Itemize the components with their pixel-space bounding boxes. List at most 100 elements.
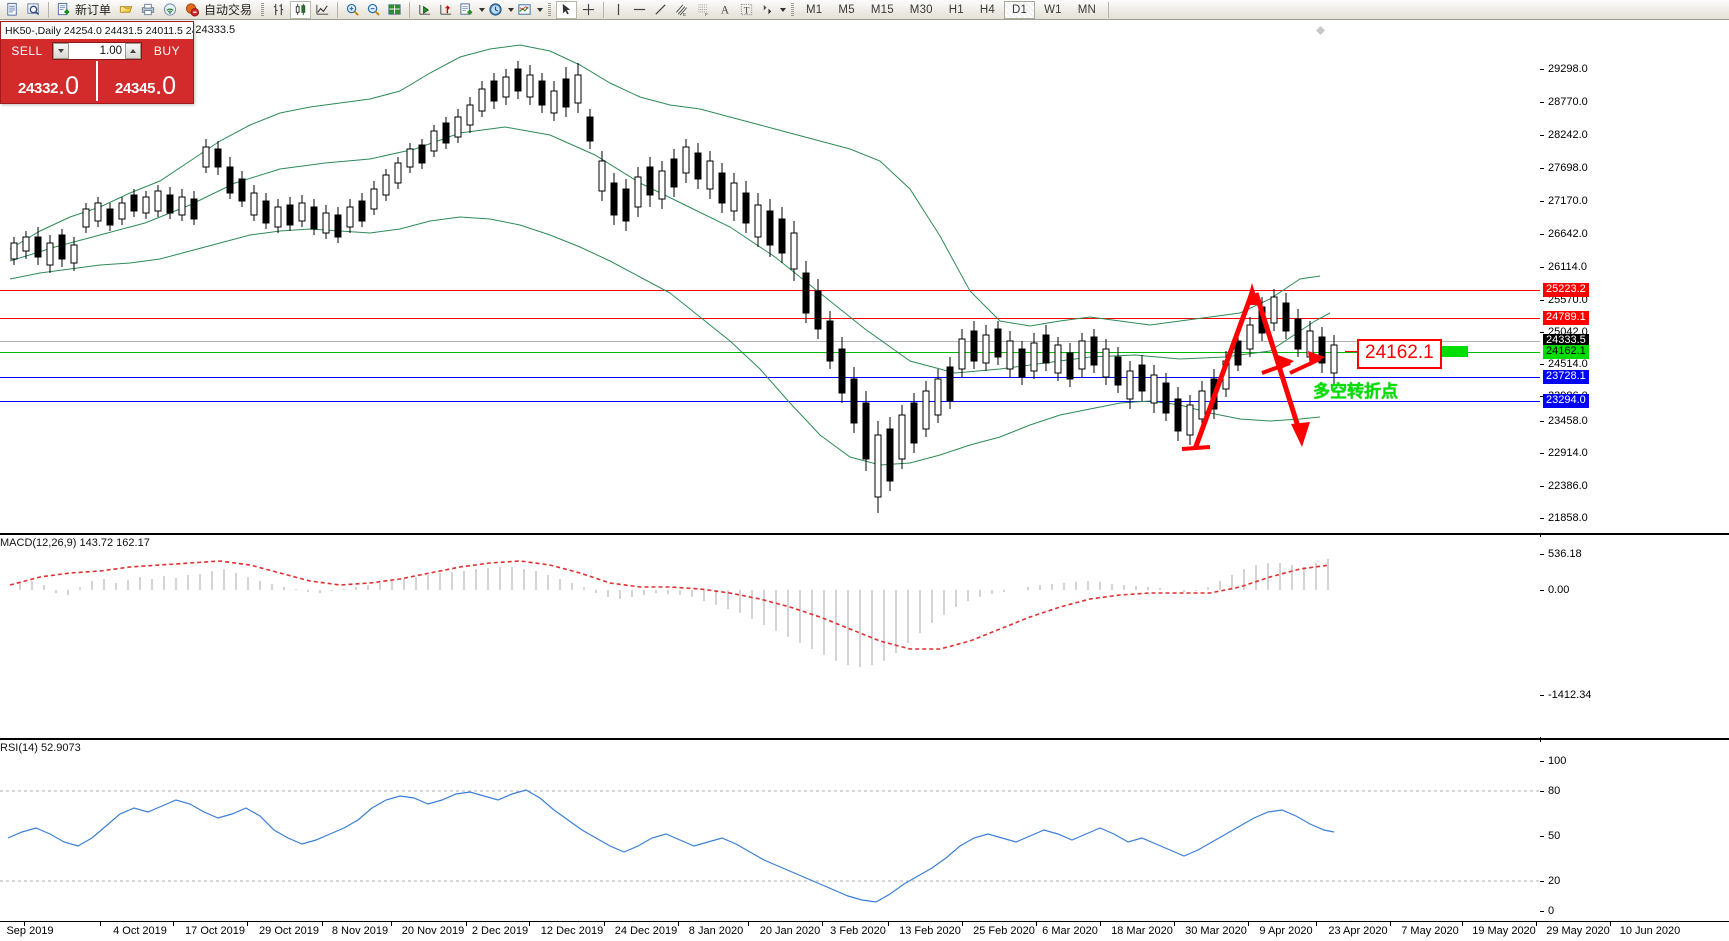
text-object-icon[interactable]: T — [737, 1, 756, 19]
periods-clock-icon[interactable] — [486, 1, 505, 19]
play-chart-icon[interactable] — [415, 1, 434, 19]
price-label-support-23294[interactable]: 23294.0 — [1543, 394, 1589, 408]
toolbar-grip[interactable] — [259, 2, 265, 18]
templates-dropdown-caret[interactable] — [537, 7, 544, 12]
support-line-23728[interactable] — [0, 377, 1540, 378]
trendline-icon[interactable] — [651, 1, 670, 19]
support-line-24162[interactable] — [0, 352, 1540, 353]
price-label-support-23728[interactable]: 23728.1 — [1543, 370, 1589, 384]
expert-advisor-icon[interactable] — [182, 1, 202, 19]
timeframe-mn[interactable]: MN — [1077, 3, 1097, 16]
chart-canvas[interactable]: HK50-,Daily 24254.0 24431.5 24011.5 2433… — [0, 21, 1729, 941]
timeframe-h1[interactable]: H1 — [948, 3, 964, 16]
rsi-tick-80: 80 — [1548, 785, 1561, 797]
date-label-13: 25 Feb 2020 — [973, 925, 1035, 937]
text-label-icon[interactable]: A — [716, 1, 735, 19]
zoom-out-icon[interactable] — [364, 1, 383, 19]
toolbar-divider — [48, 1, 49, 18]
date-label-15: 18 Mar 2020 — [1111, 925, 1173, 937]
timeframe-m15[interactable]: M15 — [870, 3, 894, 16]
timeframe-h4[interactable]: H4 — [979, 3, 995, 16]
shapes-dropdown-caret[interactable] — [780, 7, 787, 12]
date-axis[interactable]: Sep 2019 4 Oct 2019 17 Oct 2019 29 Oct 2… — [0, 921, 1729, 941]
buy-price[interactable]: 24345.0 — [98, 61, 193, 101]
order-panel-controls: SELL 1.00 BUY — [1, 39, 193, 61]
periods-dropdown-caret[interactable] — [508, 7, 515, 12]
cursor-icon[interactable] — [556, 0, 578, 19]
templates-icon[interactable] — [515, 1, 534, 19]
date-label-5: 20 Nov 2019 — [401, 925, 465, 937]
toolbar-grip-2[interactable] — [546, 2, 552, 18]
shapes-icon[interactable] — [758, 1, 777, 19]
price-tick-28770: 28770.0 — [1548, 96, 1588, 108]
crosshair-icon[interactable] — [579, 1, 598, 19]
zoom-in-icon[interactable] — [343, 1, 362, 19]
price-label-resistance-25223[interactable]: 25223.2 — [1543, 283, 1589, 297]
price-tick-26114: 26114.0 — [1548, 261, 1587, 273]
lot-increase-button[interactable] — [125, 43, 141, 59]
support-line-23294[interactable] — [0, 401, 1540, 402]
equidistant-channel-icon[interactable]: E — [672, 1, 692, 19]
buy-price-fraction: .0 — [155, 72, 177, 100]
rsi-pane[interactable]: RSI(14) 52.9073 100 80 50 20 0 — [0, 742, 1729, 941]
line-chart-icon[interactable] — [313, 1, 332, 19]
autotrading-label[interactable]: 自动交易 — [204, 3, 253, 17]
new-order-label[interactable]: 新订单 — [75, 3, 112, 17]
price-label-last-24333[interactable]: 24333.5 — [1543, 334, 1589, 348]
resistance-line-24789[interactable] — [0, 318, 1540, 319]
timeframe-m5[interactable]: M5 — [838, 3, 855, 16]
price-tick-29298: 29298.0 — [1548, 63, 1588, 75]
sell-price-integer: 24332 — [17, 80, 59, 97]
rsi-tick-50: 50 — [1548, 830, 1561, 842]
lot-size-stepper[interactable]: 1.00 — [52, 42, 142, 60]
candlestick-chart-icon[interactable] — [290, 0, 312, 19]
timeframe-m1[interactable]: M1 — [806, 3, 823, 16]
search-chart-icon[interactable] — [24, 1, 43, 19]
price-tick-26642: 26642.0 — [1548, 228, 1588, 240]
price-tick-28242: 28242.0 — [1548, 129, 1588, 141]
new-order-icon[interactable] — [54, 1, 73, 19]
horizontal-line-icon[interactable] — [630, 1, 649, 19]
indicators-dropdown-caret[interactable] — [479, 7, 486, 12]
wifi-icon[interactable] — [160, 1, 180, 19]
bar-chart-icon[interactable] — [269, 1, 288, 19]
chart-scroll-indicator[interactable] — [1316, 22, 1325, 35]
date-label-9: 8 Jan 2020 — [688, 925, 744, 937]
price-label-resistance-24789[interactable]: 24789.1 — [1543, 311, 1589, 325]
lot-decrease-button[interactable] — [53, 43, 69, 59]
chart-shift-icon[interactable] — [436, 1, 455, 19]
rsi-series — [0, 789, 1540, 903]
sell-button[interactable]: SELL — [11, 44, 43, 58]
folder-yellow-icon[interactable] — [116, 1, 136, 19]
one-click-trading-panel[interactable]: HK50-,Daily 24254.0 24431.5 24011.5 2433… — [0, 21, 194, 104]
pane-separator-macd[interactable] — [0, 533, 1729, 535]
sell-price[interactable]: 24332.0 — [1, 61, 96, 101]
date-label-14: 6 Mar 2020 — [1042, 925, 1098, 937]
toolbar-divider-2 — [337, 1, 339, 18]
resistance-line-25223[interactable] — [0, 290, 1540, 291]
vertical-line-icon[interactable] — [609, 1, 628, 19]
chinese-note-annotation[interactable]: 多空转折点 — [1313, 382, 1398, 401]
fibonacci-icon[interactable]: F — [694, 1, 714, 19]
timeframe-w1[interactable]: W1 — [1044, 3, 1062, 16]
timeframe-d1[interactable]: D1 — [1004, 0, 1036, 19]
toolbar-grip-3[interactable] — [789, 2, 795, 18]
date-label-11: 3 Feb 2020 — [830, 925, 886, 937]
timeframe-m30[interactable]: M30 — [909, 3, 933, 16]
price-callout-annotation[interactable]: 24162.1 — [1357, 339, 1442, 369]
data-window-icon[interactable] — [385, 1, 404, 19]
toolbar-divider-5 — [1108, 1, 1110, 18]
pane-separator-rsi[interactable] — [0, 738, 1729, 740]
lot-size-input[interactable]: 1.00 — [99, 45, 122, 57]
print-preview-icon[interactable] — [138, 1, 158, 19]
price-pane[interactable]: HK50-,Daily 24254.0 24431.5 24011.5 2433… — [0, 21, 1729, 533]
date-label-6: 2 Dec 2019 — [471, 925, 529, 937]
date-label-21: 29 May 2020 — [1546, 925, 1610, 937]
document-icon[interactable] — [3, 1, 22, 19]
price-label-support-24162[interactable]: 24162.1 — [1543, 345, 1589, 359]
svg-text:F: F — [705, 12, 708, 17]
macd-pane[interactable]: MACD(12,26,9) 143.72 162.17 536.18 0.00 … — [0, 537, 1729, 737]
buy-button[interactable]: BUY — [153, 44, 181, 58]
indicators-icon[interactable] — [457, 1, 476, 19]
